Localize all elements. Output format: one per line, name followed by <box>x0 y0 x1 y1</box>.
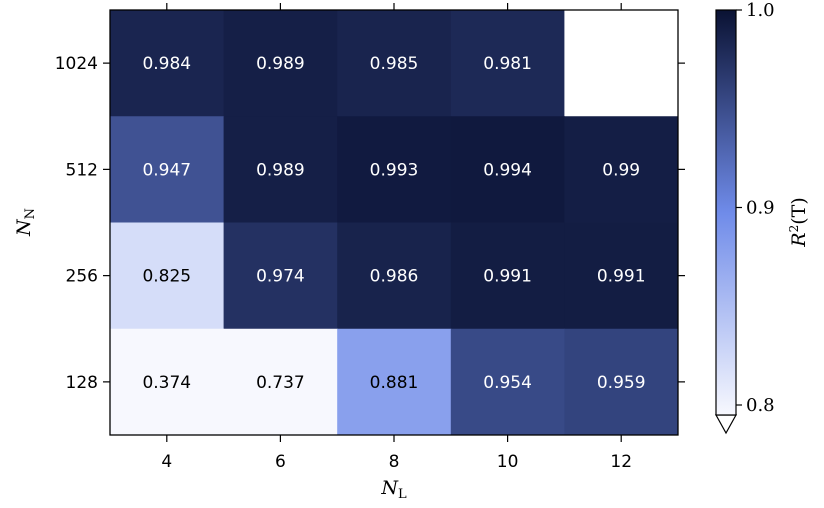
heatmap-cell <box>564 222 679 330</box>
cell-value-label: 0.989 <box>256 54 305 74</box>
heatmap-cell <box>564 328 679 436</box>
heatmap-cell <box>337 222 452 330</box>
x-tick-label: 8 <box>389 452 400 472</box>
heatmap-cell <box>337 116 452 223</box>
heatmap-cells <box>110 10 679 436</box>
heatmap-cell <box>110 10 225 117</box>
heatmap-cell <box>564 116 679 223</box>
x-tick-label: 4 <box>161 452 172 472</box>
heatmap-cell <box>450 116 565 223</box>
heatmap-cell <box>110 116 225 223</box>
cell-value-label: 0.99 <box>602 160 640 180</box>
colorbar-tick-label: 0.8 <box>746 395 775 416</box>
cell-value-label: 0.991 <box>483 267 532 287</box>
cell-value-label: 0.989 <box>256 160 305 180</box>
heatmap-cell <box>337 10 452 117</box>
y-axis: 1024 512 256 128 <box>55 54 685 393</box>
cell-value-label: 0.737 <box>256 373 305 393</box>
heatmap-cell <box>450 328 565 436</box>
cell-labels: 0.984 0.989 0.985 0.981 0.947 0.989 0.993 0.994… <box>142 54 645 393</box>
cell-value-label: 0.981 <box>483 54 532 74</box>
heatmap-cell <box>223 116 338 223</box>
cell-value-label: 0.993 <box>370 160 419 180</box>
cell-value-label: 0.984 <box>142 54 191 74</box>
cell-value-label: 0.994 <box>483 160 532 180</box>
heatmap-cell-empty <box>564 10 679 117</box>
y-axis-label: NN <box>13 208 38 237</box>
cell-value-label: 0.374 <box>142 373 191 393</box>
cell-value-label: 0.991 <box>597 267 646 287</box>
heatmap-cell <box>110 222 225 330</box>
cell-value-label: 0.974 <box>256 267 305 287</box>
colorbar-label: R2(T) <box>787 197 810 247</box>
heatmap-cell <box>337 328 452 436</box>
heatmap-cell <box>450 222 565 330</box>
colorbar-ticks: 0.8 0.9 1.0 <box>736 0 775 416</box>
heatmap-cell <box>450 10 565 117</box>
colorbar: 0.8 0.9 1.0 R2(T) <box>714 0 810 435</box>
colorbar-extend-triangle <box>714 414 738 435</box>
colorbar-gradient <box>715 9 737 416</box>
heatmap-cell <box>223 222 338 330</box>
y-tick-label: 1024 <box>55 54 98 74</box>
heatmap-cell <box>110 328 225 436</box>
heatmap-cell <box>223 328 338 436</box>
cell-value-label: 0.954 <box>483 373 532 393</box>
cell-value-label: 0.881 <box>370 373 419 393</box>
colorbar-tick-label: 1.0 <box>746 0 775 21</box>
y-tick-label: 512 <box>66 160 98 180</box>
cell-value-label: 0.825 <box>142 267 191 287</box>
x-tick-label: 12 <box>610 452 632 472</box>
x-axis-label: NL <box>380 477 407 502</box>
y-tick-label: 128 <box>66 373 98 393</box>
x-axis: 4 6 8 10 12 <box>161 3 632 472</box>
cell-value-label: 0.985 <box>370 54 419 74</box>
x-tick-label: 10 <box>497 452 519 472</box>
cell-value-label: 0.947 <box>142 160 191 180</box>
colorbar-tick-label: 0.9 <box>746 198 775 219</box>
y-tick-label: 256 <box>66 267 98 287</box>
heatmap-cell <box>223 10 338 117</box>
x-tick-label: 6 <box>275 452 286 472</box>
cell-value-label: 0.986 <box>370 267 419 287</box>
cell-value-label: 0.959 <box>597 373 646 393</box>
